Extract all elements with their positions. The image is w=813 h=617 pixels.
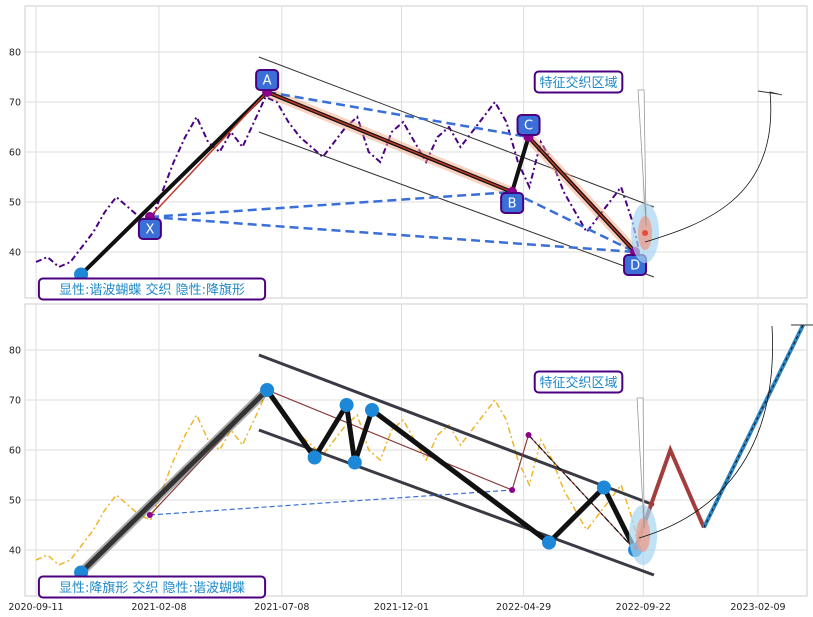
x-tick-label: 2020-09-11 (8, 602, 63, 613)
zone-ellipse-inner (636, 518, 651, 552)
zone-annotation-text: 特征交织区域 (540, 375, 618, 391)
y-tick-label: 70 (9, 396, 21, 407)
projection-arc (644, 91, 783, 243)
flag-point-marker (347, 455, 362, 470)
flag-point-marker (365, 403, 380, 417)
point-label-text: D (630, 259, 640, 274)
pattern-point-label-a: A (255, 69, 280, 91)
point-label-text: A (263, 74, 272, 89)
projection-blue-inner (703, 324, 804, 528)
zone-annotation-text: 特征交织区域 (540, 75, 618, 91)
panel-bottom-label: 显性:降旗形 交织 隐性:谐波蝴蝶 (37, 575, 267, 599)
harmonic-leg-xd (149, 215, 636, 254)
x-tick-label: 2021-02-08 (131, 602, 186, 613)
x-tick-label: 2022-04-29 (496, 602, 551, 613)
y-tick-label: 60 (9, 446, 21, 457)
pattern-point-label-x: X (137, 218, 162, 240)
point-label-box (516, 114, 541, 136)
x-tick-label: 2021-12-01 (374, 602, 429, 613)
y-tick-label: 40 (9, 546, 21, 557)
pattern-path-accent (527, 136, 636, 253)
zone-pointer (637, 89, 647, 227)
hidden-harmonic-marker (525, 432, 532, 438)
panel-top-label: 显性:谐波蝴蝶 交织 隐性:降旗形 (37, 277, 267, 301)
flag-pole-shadow (77, 386, 271, 576)
flag-channel-upper-line (258, 353, 655, 507)
flag-channel-lower-line (258, 428, 655, 577)
pattern-path-accent (266, 91, 513, 193)
y-tick-label: 60 (9, 148, 21, 159)
point-label-text: X (145, 223, 154, 238)
point-label-box (500, 192, 525, 214)
zone-annotation-box (533, 70, 624, 94)
y-tick-label: 50 (9, 496, 21, 507)
point-label-text: C (524, 119, 533, 134)
flag-point-marker (339, 398, 354, 412)
pattern-point-label-b: B (500, 192, 525, 214)
y-tick-label: 70 (9, 98, 21, 109)
point-label-box (137, 218, 162, 240)
pattern-point-label-c: C (516, 114, 541, 136)
y-tick-label: 80 (9, 346, 21, 357)
x-tick-label: 2021-07-08 (254, 602, 309, 613)
zone-annotation: 特征交织区域 (533, 70, 624, 94)
hidden-harmonic-marker (146, 512, 153, 518)
channel-lower-line (258, 131, 655, 278)
projection-tick (757, 90, 779, 95)
zone-center-dot (642, 230, 649, 236)
zone-annotation-box (533, 370, 624, 394)
y-tick-label: 80 (9, 48, 21, 59)
panel-bottom-label-box (37, 575, 267, 599)
harmonic-leg-bd (511, 190, 636, 254)
point-label-box (255, 69, 280, 91)
x-tick-label: 2022-09-22 (616, 602, 671, 613)
channel-upper-line (258, 56, 655, 208)
hidden-harmonic-marker (509, 487, 516, 493)
panel-bottom-label-text: 显性:降旗形 交织 隐性:谐波蝴蝶 (59, 580, 245, 596)
zone-annotation: 特征交织区域 (533, 370, 624, 394)
hidden-harmonic-leg-cd (528, 434, 636, 551)
x-tick-label: 2023-02-09 (730, 602, 785, 613)
panel-top-label-box (37, 277, 267, 301)
panel-bottom: 40 50 60 70 80 2020-09-11 2021-02-08 2021-07-08… (8, 303, 813, 613)
flag-point-marker (596, 480, 611, 495)
flag-point-marker (542, 535, 557, 550)
y-tick-label: 40 (9, 248, 21, 259)
harmonic-leg-xb (149, 190, 513, 219)
flag-point-marker (307, 450, 322, 465)
panel-top-label-text: 显性:谐波蝴蝶 交织 隐性:降旗形 (59, 282, 245, 298)
zone-pointer (636, 397, 645, 529)
flag-point-marker (260, 383, 275, 397)
point-label-text: B (508, 197, 517, 212)
projection-arc (638, 325, 773, 539)
hidden-harmonic-leg (149, 489, 513, 516)
harmonic-leg-ac (266, 90, 529, 139)
y-tick-label: 50 (9, 198, 21, 209)
pattern-path-accent (149, 91, 268, 218)
